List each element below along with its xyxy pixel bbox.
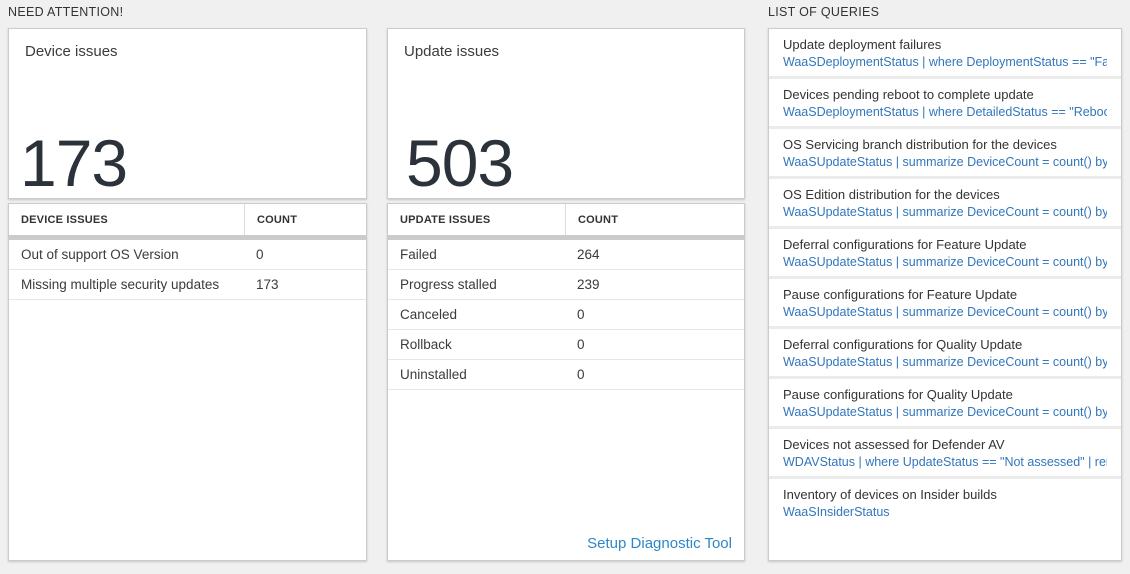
query-title: OS Servicing branch distribution for the… <box>783 137 1057 152</box>
query-text: WaaSDeploymentStatus | where DeploymentS… <box>783 55 1107 69</box>
issue-label: Out of support OS Version <box>21 247 179 262</box>
query-title: Deferral configurations for Quality Upda… <box>783 337 1023 352</box>
table-row[interactable]: Missing multiple security updates 173 <box>9 270 366 300</box>
update-issues-table: UPDATE ISSUES COUNT Failed 264 Progress … <box>387 203 745 561</box>
update-issues-title: Update issues <box>404 43 500 60</box>
column-header-count: COUNT <box>565 204 744 235</box>
issue-label: Missing multiple security updates <box>21 277 220 292</box>
update-issues-count: 503 <box>406 126 514 201</box>
issue-count: 0 <box>256 247 264 262</box>
query-item[interactable]: Pause configurations for Feature Update … <box>769 279 1121 329</box>
query-title: Update deployment failures <box>783 37 942 52</box>
query-title: Pause configurations for Quality Update <box>783 387 1013 402</box>
query-title: OS Edition distribution for the devices <box>783 187 1000 202</box>
query-item[interactable]: Pause configurations for Quality Update … <box>769 379 1121 429</box>
column-header-update-issues: UPDATE ISSUES <box>400 213 491 226</box>
query-item[interactable]: Deferral configurations for Feature Upda… <box>769 229 1121 279</box>
device-issues-table-header: DEVICE ISSUES COUNT <box>9 204 366 235</box>
list-of-queries-header: LIST OF QUERIES <box>768 5 880 19</box>
setup-diagnostic-tool-link[interactable]: Setup Diagnostic Tool <box>587 535 732 552</box>
device-issues-title: Device issues <box>25 43 118 60</box>
table-row[interactable]: Failed 264 <box>388 240 744 270</box>
query-text: WaaSInsiderStatus <box>783 505 890 519</box>
query-item[interactable]: Inventory of devices on Insider builds W… <box>769 479 1121 526</box>
column-header-count: COUNT <box>244 204 366 235</box>
query-text: WDAVStatus | where UpdateStatus == "Not … <box>783 455 1107 469</box>
issue-label: Canceled <box>400 307 458 322</box>
issue-count: 0 <box>577 307 585 322</box>
query-title: Inventory of devices on Insider builds <box>783 487 997 502</box>
need-attention-header: NEED ATTENTION! <box>8 5 124 19</box>
query-title: Deferral configurations for Feature Upda… <box>783 237 1027 252</box>
query-text: WaaSUpdateStatus | summarize DeviceCount… <box>783 305 1107 319</box>
query-text: WaaSUpdateStatus | summarize DeviceCount… <box>783 205 1107 219</box>
device-issues-table: DEVICE ISSUES COUNT Out of support OS Ve… <box>8 203 367 561</box>
device-issues-tile[interactable]: Device issues 173 <box>8 28 367 201</box>
table-row[interactable]: Canceled 0 <box>388 300 744 330</box>
update-issues-tile[interactable]: Update issues 503 <box>387 28 745 201</box>
query-item[interactable]: Devices not assessed for Defender AV WDA… <box>769 429 1121 479</box>
query-title: Devices not assessed for Defender AV <box>783 437 1005 452</box>
column-header-device-issues: DEVICE ISSUES <box>21 213 108 226</box>
issue-label: Progress stalled <box>400 277 497 292</box>
query-text: WaaSUpdateStatus | summarize DeviceCount… <box>783 355 1107 369</box>
issue-label: Uninstalled <box>400 367 467 382</box>
issue-count: 173 <box>256 277 279 292</box>
query-item[interactable]: OS Edition distribution for the devices … <box>769 179 1121 229</box>
query-text: WaaSDeploymentStatus | where DetailedSta… <box>783 105 1107 119</box>
issue-count: 239 <box>577 277 600 292</box>
query-text: WaaSUpdateStatus | summarize DeviceCount… <box>783 255 1107 269</box>
query-text: WaaSUpdateStatus | summarize DeviceCount… <box>783 155 1107 169</box>
issue-label: Failed <box>400 247 437 262</box>
query-item[interactable]: Deferral configurations for Quality Upda… <box>769 329 1121 379</box>
table-row[interactable]: Rollback 0 <box>388 330 744 360</box>
query-text: WaaSUpdateStatus | summarize DeviceCount… <box>783 405 1107 419</box>
query-item[interactable]: Devices pending reboot to complete updat… <box>769 79 1121 129</box>
issue-count: 264 <box>577 247 600 262</box>
table-header-divider <box>388 235 744 240</box>
table-row[interactable]: Progress stalled 239 <box>388 270 744 300</box>
issue-label: Rollback <box>400 337 452 352</box>
query-item[interactable]: Update deployment failures WaaSDeploymen… <box>769 29 1121 79</box>
query-title: Devices pending reboot to complete updat… <box>783 87 1034 102</box>
table-row[interactable]: Out of support OS Version 0 <box>9 240 366 270</box>
queries-list: Update deployment failures WaaSDeploymen… <box>768 28 1122 561</box>
table-header-divider <box>9 235 366 240</box>
query-item[interactable]: OS Servicing branch distribution for the… <box>769 129 1121 179</box>
device-issues-count: 173 <box>20 126 128 201</box>
issue-count: 0 <box>577 337 585 352</box>
table-row[interactable]: Uninstalled 0 <box>388 360 744 390</box>
query-title: Pause configurations for Feature Update <box>783 287 1018 302</box>
update-issues-table-header: UPDATE ISSUES COUNT <box>388 204 744 235</box>
issue-count: 0 <box>577 367 585 382</box>
